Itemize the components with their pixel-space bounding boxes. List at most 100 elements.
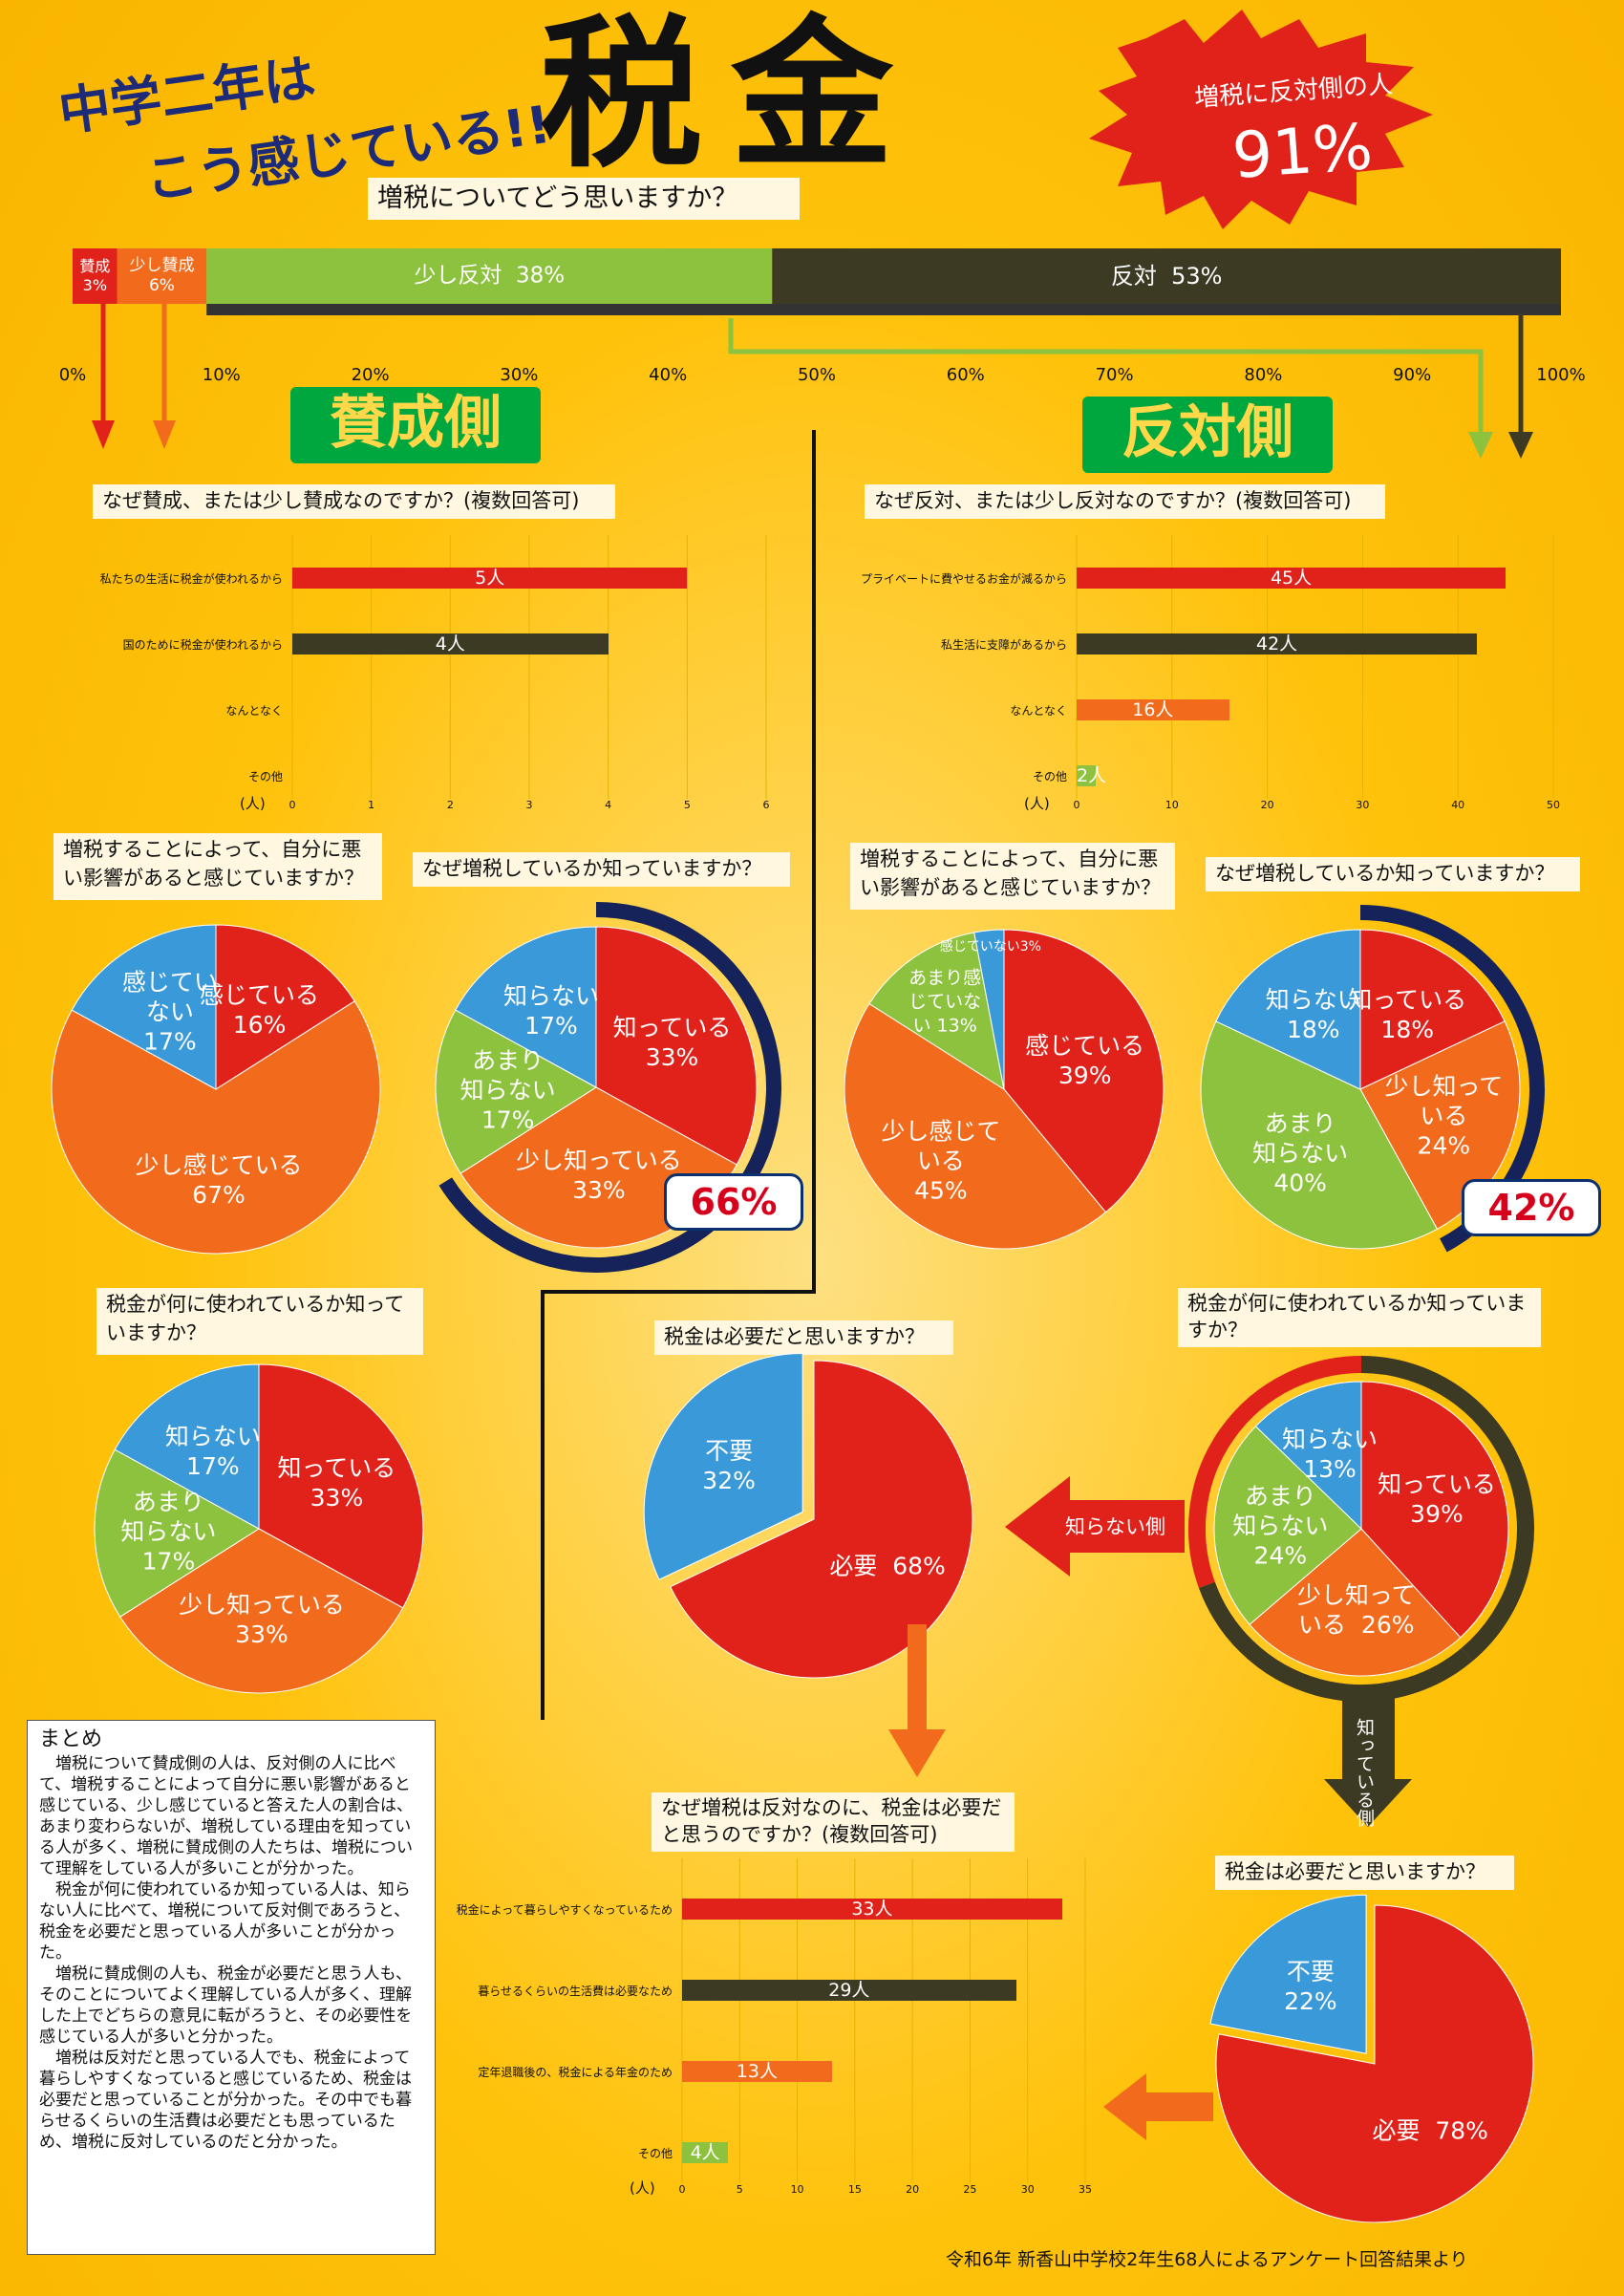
pie-slice <box>94 1448 260 1618</box>
q1-chart <box>73 248 1562 459</box>
burst-shape <box>1089 10 1433 229</box>
pie-slice <box>670 1360 973 1679</box>
pie-slice <box>1200 1020 1439 1250</box>
bar: 4人 <box>682 2141 729 2163</box>
axis-tick: 30 <box>1020 2183 1035 2196</box>
pie-slice <box>643 1352 803 1580</box>
pie-slice-label: 少し知って いる 24% <box>1384 1072 1504 1160</box>
bar: 16人 <box>1077 698 1229 720</box>
need-down-arrow <box>888 1624 946 1777</box>
q4con-highlight: 42% <box>1462 1179 1601 1236</box>
bar: 33人 <box>682 1898 1062 1920</box>
axis-tick: 6 <box>762 799 770 811</box>
pie-slice <box>1254 1381 1362 1531</box>
pie-slice-label: 知らない 13% <box>1281 1425 1378 1483</box>
q2con-title: なぜ反対、または少し反対なのですか？(複数回答可) <box>865 484 1385 519</box>
q1-tick: 70% <box>1095 365 1134 385</box>
q5con-unknown-ring <box>1188 1356 1362 1588</box>
axis-tick: 25 <box>963 2183 977 2196</box>
q1-tick: 50% <box>797 365 836 385</box>
pie-slice <box>1359 1020 1521 1231</box>
header-art <box>1089 10 1433 229</box>
axis-tick: 35 <box>1079 2183 1092 2196</box>
axis-unit: (人) <box>1024 795 1050 812</box>
q1-label-1: 賛成 3% <box>79 257 111 294</box>
q1-label-2: 少し賛成 6% <box>129 256 195 295</box>
q1-tick: 20% <box>351 365 390 385</box>
pie-slice <box>215 924 355 1090</box>
summary-paragraph: 増税に賛成側の人も、税金が必要だと思う人も、そのことについてよく理解している人が… <box>39 1964 413 2047</box>
bar: 42人 <box>1077 633 1478 654</box>
q5pro-title: 税金が何に使われているか知っていますか？ <box>96 1288 423 1355</box>
pie-slice <box>1215 929 1361 1090</box>
category-label: なんとなく <box>225 703 283 718</box>
bar: 5人 <box>292 567 688 589</box>
big-title: 税金 <box>540 1 923 190</box>
q1-tick: 0% <box>58 365 87 385</box>
summary-paragraph: 税金が何に使われているか知っている人は、知らない人に比べて、増税について反対側で… <box>39 1880 411 1963</box>
q1-segment-4 <box>772 248 1561 304</box>
pie-slice <box>868 932 1005 1091</box>
section-con-heading: 反対側 <box>1082 397 1333 473</box>
q7-title: なぜ増税は反対なのに、税金は必要だと思うのですか？(複数回答可) <box>652 1792 1015 1852</box>
category-label: 私生活に支障があるから <box>940 637 1067 652</box>
pie-slice-label: 必要 78% <box>1372 2116 1488 2145</box>
q5con-known-ring <box>1360 1356 1534 1662</box>
axis-tick: 2 <box>446 799 454 811</box>
q1-tick: 40% <box>649 365 688 385</box>
pie-slice-label: 少し感じている 67% <box>135 1150 303 1209</box>
arrow-label-unknown: 知らない側 <box>1065 1515 1165 1538</box>
pie-slice-label: 知っている 18% <box>1348 986 1467 1044</box>
pie-slice-label: 感じている 16% <box>200 981 320 1040</box>
pie-slice-label: 不要 22% <box>1284 1957 1337 2015</box>
q1-shadow <box>206 304 1562 315</box>
q1-connector-green <box>728 318 1484 435</box>
pie-slice <box>119 1528 404 1694</box>
axis-unit: (人) <box>630 2179 655 2197</box>
pie-slice-label: 少し知っている 33% <box>516 1147 682 1205</box>
q4con-title: なぜ増税しているか知っていますか？ <box>1206 857 1580 891</box>
pie-slice <box>973 929 1005 1090</box>
q1-segment-2 <box>117 248 207 304</box>
pie-slice-label: 少し知って いる 26% <box>1296 1580 1416 1639</box>
axis-tick: 15 <box>847 2183 862 2196</box>
pie-slice-label: 知っている 39% <box>1378 1470 1496 1529</box>
bar: 29人 <box>682 1979 1016 2001</box>
section-pro-heading: 賛成側 <box>290 387 541 463</box>
q4pro-highlight: 66% <box>664 1173 803 1231</box>
axis-tick: 0 <box>678 2183 686 2196</box>
q2pro-title: なぜ賛成、または少し賛成なのですか？(複数回答可) <box>93 484 615 519</box>
pie-slice-label: 感じていない3% <box>939 938 1041 955</box>
known-side-arrow <box>1324 1691 1412 1827</box>
bar: 2人 <box>1077 764 1107 786</box>
pie-slice <box>1249 1528 1462 1677</box>
category-label: 国のために税金が使われるから <box>122 637 283 652</box>
pie-slice-label: 感じてい ない 17% <box>121 968 218 1056</box>
pie-slice-label: 不要 32% <box>702 1436 756 1494</box>
q6mid-title: 税金は必要だと思いますか？ <box>654 1320 953 1355</box>
q1-label-4: 反対 53% <box>1110 263 1223 290</box>
pie-slice <box>258 1363 424 1609</box>
category-label: その他 <box>247 769 283 783</box>
pie-slice-label: あまり 知らない 17% <box>120 1488 217 1576</box>
pie-slice <box>114 1363 260 1530</box>
pie-slice-label: 少し知っている 33% <box>179 1590 345 1648</box>
pie-slice <box>1003 929 1165 1213</box>
footer-source: 令和6年 新香山中学校2年生68人によるアンケート回答結果より <box>946 2249 1468 2270</box>
q1-segment-1 <box>73 248 118 304</box>
need-left-arrow <box>1103 2073 1213 2140</box>
summary-box: まとめ 増税について賛成側の人は、反対側の人に比べて、増税することによって自分に… <box>27 1720 436 2255</box>
summary-paragraph: 増税について賛成側の人は、反対側の人に比べて、増税することによって自分に悪い影響… <box>39 1754 413 1878</box>
q4pro-title: なぜ増税しているか知っていますか？ <box>413 852 790 887</box>
q1-tick: 10% <box>202 365 241 385</box>
axis-tick: 30 <box>1356 799 1370 811</box>
q1-tick: 80% <box>1244 365 1283 385</box>
category-label: なんとなく <box>1010 703 1067 718</box>
pie-slice-label: あまり感 じていな い 13% <box>908 967 982 1037</box>
category-label: 定年退職後の、税金による年金のため <box>478 2065 673 2079</box>
